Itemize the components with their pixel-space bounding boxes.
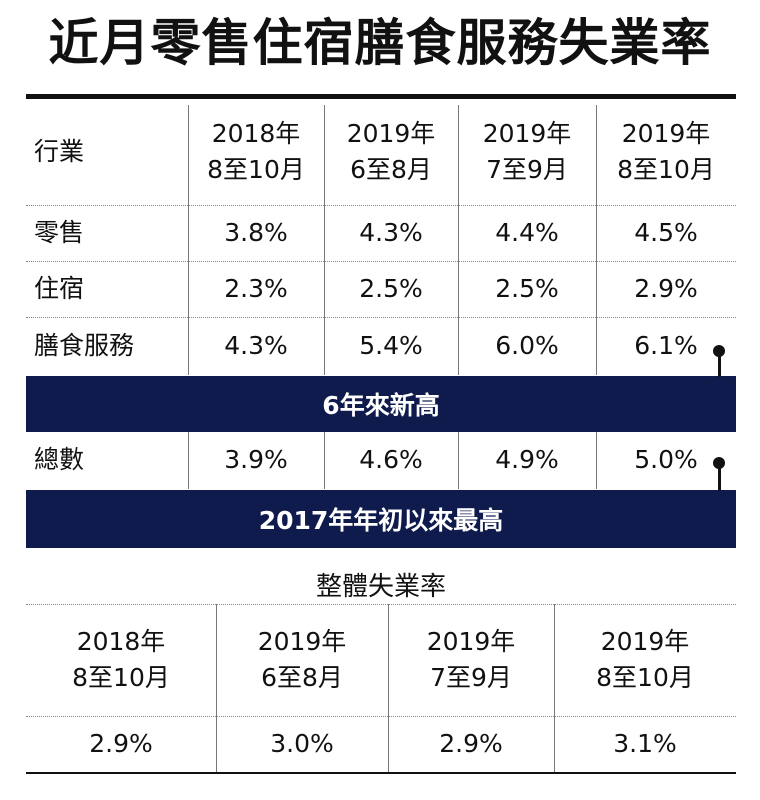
banner-six-year-high: 6年來新高: [26, 376, 736, 432]
banner-since-2017-high-label: 2017年年初以來最高: [258, 506, 504, 535]
row-value: 4.4%: [495, 217, 559, 247]
header-period-2: 2019年 6至8月: [324, 99, 458, 205]
header-period-year: 2018年: [211, 118, 301, 148]
header-industry: 行業: [26, 99, 188, 205]
row-value: 6.0%: [495, 330, 559, 360]
callout-line: [718, 467, 721, 491]
row-divider: [26, 604, 736, 605]
column-divider: [216, 604, 217, 772]
row-value: 3.9%: [224, 445, 288, 475]
header-period-year: 2019年: [346, 118, 436, 148]
banner-six-year-high-label: 6年來新高: [322, 391, 440, 420]
overall-period-months: 8至10月: [596, 663, 694, 692]
header-period-year: 2019年: [482, 118, 572, 148]
overall-period-year: 2018年: [76, 626, 166, 656]
row-value: 2.3%: [224, 273, 288, 303]
column-divider: [388, 604, 389, 772]
row-value: 6.1%: [634, 330, 698, 360]
callout-line: [718, 355, 721, 377]
row-industry: 零售: [34, 217, 85, 247]
column-divider: [458, 432, 459, 489]
header-period-months: 6至8月: [350, 155, 432, 184]
table-row: 住宿 2.3% 2.5% 2.5% 2.9%: [26, 261, 736, 317]
page-title: 近月零售住宿膳食服務失業率: [48, 14, 712, 72]
row-divider: [26, 205, 736, 206]
row-divider: [26, 716, 736, 717]
header-period-months: 7至9月: [486, 155, 568, 184]
header-industry-label: 行業: [34, 136, 85, 166]
table-header-row: 行業 2018年 8至10月 2019年 6至8月 2019年 7至9月 201…: [26, 99, 736, 205]
column-divider: [458, 105, 459, 375]
row-divider: [26, 317, 736, 318]
row-value: 4.9%: [495, 445, 559, 475]
column-divider: [324, 432, 325, 489]
overall-period-year: 2019年: [426, 626, 516, 656]
bottom-rule: [26, 772, 736, 774]
row-value: 5.4%: [359, 330, 423, 360]
callout-dot-icon: [713, 345, 725, 357]
header-period-3: 2019年 7至9月: [458, 99, 596, 205]
column-divider: [596, 105, 597, 375]
overall-value: 2.9%: [89, 728, 153, 758]
table-row: 零售 3.8% 4.3% 4.4% 4.5%: [26, 205, 736, 261]
column-divider: [188, 105, 189, 375]
overall-period-3: 2019年 7至9月: [388, 604, 554, 716]
table-row-total: 總數 3.9% 4.6% 4.9% 5.0%: [26, 432, 736, 489]
header-period-1: 2018年 8至10月: [188, 99, 324, 205]
callout-dot-icon: [713, 457, 725, 469]
header-period-year: 2019年: [621, 118, 711, 148]
row-industry: 總數: [34, 445, 85, 475]
row-value: 4.3%: [359, 217, 423, 247]
row-divider: [26, 261, 736, 262]
overall-table: 2018年 8至10月 2019年 6至8月 2019年 7至9月 2019年 …: [26, 602, 736, 774]
overall-period-1: 2018年 8至10月: [26, 604, 216, 716]
row-value: 4.3%: [224, 330, 288, 360]
overall-value: 3.1%: [613, 728, 677, 758]
banner-since-2017-high: 2017年年初以來最高: [26, 490, 736, 548]
header-period-months: 8至10月: [207, 155, 305, 184]
overall-period-4: 2019年 8至10月: [554, 604, 736, 716]
row-value: 5.0%: [634, 445, 698, 475]
column-divider: [324, 105, 325, 375]
overall-value: 3.0%: [270, 728, 334, 758]
overall-period-year: 2019年: [257, 626, 347, 656]
column-divider: [188, 432, 189, 489]
row-value: 4.6%: [359, 445, 423, 475]
overall-period-year: 2019年: [600, 626, 690, 656]
row-value: 4.5%: [634, 217, 698, 247]
industry-table: 行業 2018年 8至10月 2019年 6至8月 2019年 7至9月 201…: [26, 99, 736, 549]
header-period-4: 2019年 8至10月: [596, 99, 736, 205]
table-row: 膳食服務 4.3% 5.4% 6.0% 6.1%: [26, 317, 736, 375]
column-divider: [554, 604, 555, 772]
overall-title: 整體失業率: [315, 572, 446, 602]
row-industry: 膳食服務: [34, 330, 135, 360]
row-value: 2.5%: [359, 273, 423, 303]
row-industry: 住宿: [34, 273, 85, 303]
header-period-months: 8至10月: [617, 155, 715, 184]
overall-period-months: 6至8月: [261, 663, 343, 692]
overall-period-months: 8至10月: [72, 663, 170, 692]
row-value: 2.5%: [495, 273, 559, 303]
row-value: 3.8%: [224, 217, 288, 247]
column-divider: [596, 432, 597, 489]
overall-period-2: 2019年 6至8月: [216, 604, 388, 716]
row-value: 2.9%: [634, 273, 698, 303]
overall-value: 2.9%: [439, 728, 503, 758]
title-rule: [26, 94, 736, 99]
overall-period-months: 7至9月: [430, 663, 512, 692]
